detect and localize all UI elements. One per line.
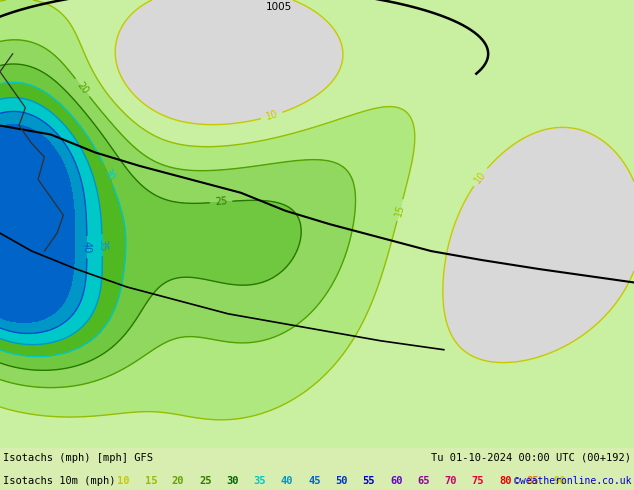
Text: Isotachs 10m (mph): Isotachs 10m (mph) bbox=[3, 476, 115, 486]
Text: 30: 30 bbox=[101, 167, 115, 182]
Text: 10: 10 bbox=[117, 476, 130, 486]
Text: 40: 40 bbox=[281, 476, 294, 486]
Text: 90: 90 bbox=[553, 476, 566, 486]
Text: 1005: 1005 bbox=[266, 2, 292, 12]
Text: 65: 65 bbox=[417, 476, 430, 486]
Text: 10: 10 bbox=[264, 109, 279, 122]
Text: 40: 40 bbox=[82, 241, 92, 253]
Text: 15: 15 bbox=[145, 476, 157, 486]
Text: 45: 45 bbox=[308, 476, 321, 486]
Text: 70: 70 bbox=[444, 476, 457, 486]
Text: 25: 25 bbox=[199, 476, 212, 486]
Text: 15: 15 bbox=[394, 203, 406, 218]
Text: ©weatheronline.co.uk: ©weatheronline.co.uk bbox=[514, 476, 631, 486]
Text: 10: 10 bbox=[472, 169, 488, 185]
Text: 25: 25 bbox=[214, 196, 228, 207]
Text: Tu 01-10-2024 00:00 UTC (00+192): Tu 01-10-2024 00:00 UTC (00+192) bbox=[432, 452, 631, 463]
Text: 80: 80 bbox=[499, 476, 512, 486]
Text: 55: 55 bbox=[363, 476, 375, 486]
Text: 35: 35 bbox=[254, 476, 266, 486]
Text: 75: 75 bbox=[472, 476, 484, 486]
Text: 20: 20 bbox=[172, 476, 184, 486]
Text: Isotachs (mph) [mph] GFS: Isotachs (mph) [mph] GFS bbox=[3, 452, 153, 463]
Text: 85: 85 bbox=[526, 476, 539, 486]
Text: 60: 60 bbox=[390, 476, 403, 486]
Text: 20: 20 bbox=[75, 80, 90, 96]
Text: 30: 30 bbox=[226, 476, 239, 486]
Text: 35: 35 bbox=[97, 239, 107, 251]
Text: 50: 50 bbox=[335, 476, 348, 486]
